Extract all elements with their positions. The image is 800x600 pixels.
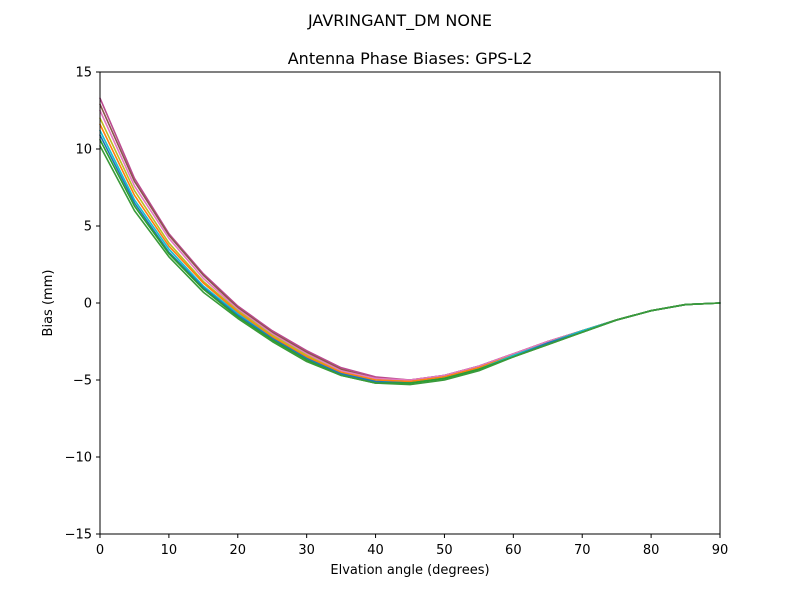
- y-tick-label: −5: [73, 374, 92, 389]
- series-line-9: [99, 145, 721, 386]
- x-tick-label: 70: [574, 543, 591, 558]
- axes-frame: [99, 71, 721, 535]
- y-tick-label: 5: [84, 220, 92, 235]
- series-line-6: [99, 129, 721, 384]
- chart-title: Antenna Phase Biases: GPS-L2: [288, 49, 533, 68]
- series-line-2: [99, 103, 721, 381]
- x-tick-label: 0: [96, 543, 104, 558]
- x-tick-label: 10: [161, 543, 178, 558]
- y-axis-label: Bias (mm): [41, 270, 56, 337]
- plot-area: [99, 71, 721, 535]
- figure-suptitle: JAVRINGANT_DM NONE: [307, 11, 492, 31]
- y-tick-label: −10: [65, 451, 92, 466]
- series-layer: [99, 97, 721, 386]
- x-axis-ticks: 0 10 20 30 40 50 60 70 80 90: [96, 534, 728, 558]
- x-tick-label: 20: [230, 543, 247, 558]
- y-axis-ticks: −15 −10 −5 0 5 10 15: [65, 66, 100, 543]
- x-tick-label: 90: [712, 543, 729, 558]
- y-tick-label: 15: [75, 66, 92, 81]
- series-line-7: [99, 134, 721, 384]
- x-tick-label: 30: [298, 543, 315, 558]
- x-tick-label: 80: [643, 543, 660, 558]
- series-line-3: [99, 109, 721, 381]
- y-tick-label: 10: [75, 143, 92, 158]
- x-axis-label: Elvation angle (degrees): [330, 563, 489, 578]
- y-tick-label: −15: [65, 528, 92, 543]
- y-tick-label: 0: [84, 297, 92, 312]
- x-tick-label: 40: [367, 543, 384, 558]
- series-line-4: [99, 117, 721, 383]
- series-line-1: [99, 97, 721, 381]
- series-line-5: [99, 123, 721, 383]
- x-tick-label: 50: [436, 543, 453, 558]
- x-tick-label: 60: [505, 543, 522, 558]
